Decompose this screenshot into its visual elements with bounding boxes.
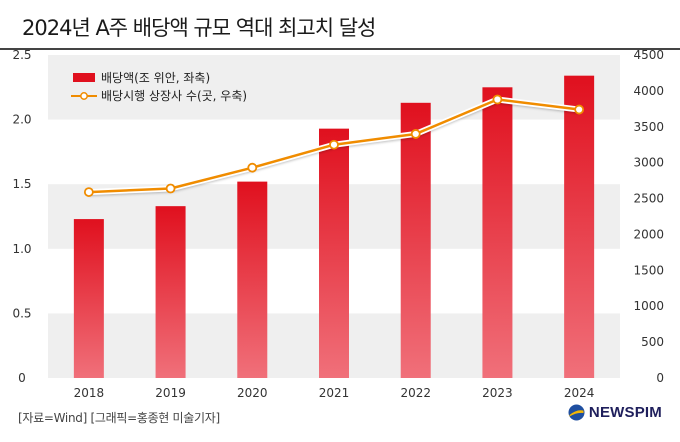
bar-2019 [155,206,186,378]
line-point-2020 [247,162,258,173]
line-point-2024 [574,104,585,115]
brand-name: NEWSPIM [588,404,662,421]
x-axis-ticks: 2018 2019 2020 2021 2022 2023 2024 [74,386,595,400]
legend: 배당액(조 위안, 좌축) 배당시행 상장사 수(곳, 우축) [71,71,247,103]
line-point-2019 [165,183,176,194]
right-axis-ticks: 0 500 1000 1500 2000 2500 3000 3500 4000 4500 [633,48,664,385]
grid-band [48,55,620,120]
right-tick-label: 4000 [633,84,664,98]
legend-line-marker [80,92,88,100]
right-tick-label: 3500 [633,120,664,134]
left-tick-label: 2.5 [12,48,31,62]
left-axis-ticks: 0 0.5 1.0 1.5 2.0 2.5 [12,48,31,385]
line-point-2022 [410,129,421,139]
bar-2024 [564,75,595,378]
x-tick-label: 2022 [400,386,431,400]
line-point-2021 [329,139,339,150]
x-tick-label: 2019 [155,386,186,400]
source-credit: [자료=Wind] [그래픽=홍종현 미술기자] [18,411,220,425]
line-series [83,94,585,197]
left-tick-label: 1.5 [12,177,31,191]
legend-bar-swatch [73,73,95,82]
left-tick-label: 1.0 [12,242,31,256]
chart-title: 2024년 A주 배당액 규모 역대 최고치 달성 [22,16,376,40]
line-point-2023 [492,94,503,105]
right-tick-label: 2500 [633,192,664,206]
right-tick-label: 2000 [633,227,664,241]
newspim-globe-icon [568,404,585,421]
x-tick-label: 2023 [482,386,513,400]
x-tick-label: 2020 [237,386,268,400]
bar-2021 [319,128,349,378]
right-tick-label: 4500 [633,48,664,62]
right-tick-label: 500 [641,335,664,349]
line-point-2018 [83,187,94,197]
bar-2023 [482,87,513,379]
legend-bar-label: 배당액(조 위안, 좌축) [101,71,210,85]
x-tick-label: 2021 [319,386,350,400]
bar-2020 [237,181,268,378]
title-divider [0,48,680,50]
right-tick-label: 1500 [633,263,664,277]
bar-2018 [73,219,104,378]
bar-2022 [400,102,431,378]
bar-series [73,75,595,379]
right-tick-label: 1000 [633,299,664,313]
left-tick-label: 2.0 [12,113,31,127]
left-tick-label: 0 [18,371,26,385]
right-tick-label: 3000 [633,156,664,170]
left-tick-label: 0.5 [12,306,31,320]
brand-logo: NEWSPIM [568,404,662,421]
x-tick-label: 2018 [74,386,105,400]
x-tick-label: 2024 [564,386,595,400]
legend-line-label: 배당시행 상장사 수(곳, 우축) [101,88,247,103]
right-tick-label: 0 [656,371,664,385]
